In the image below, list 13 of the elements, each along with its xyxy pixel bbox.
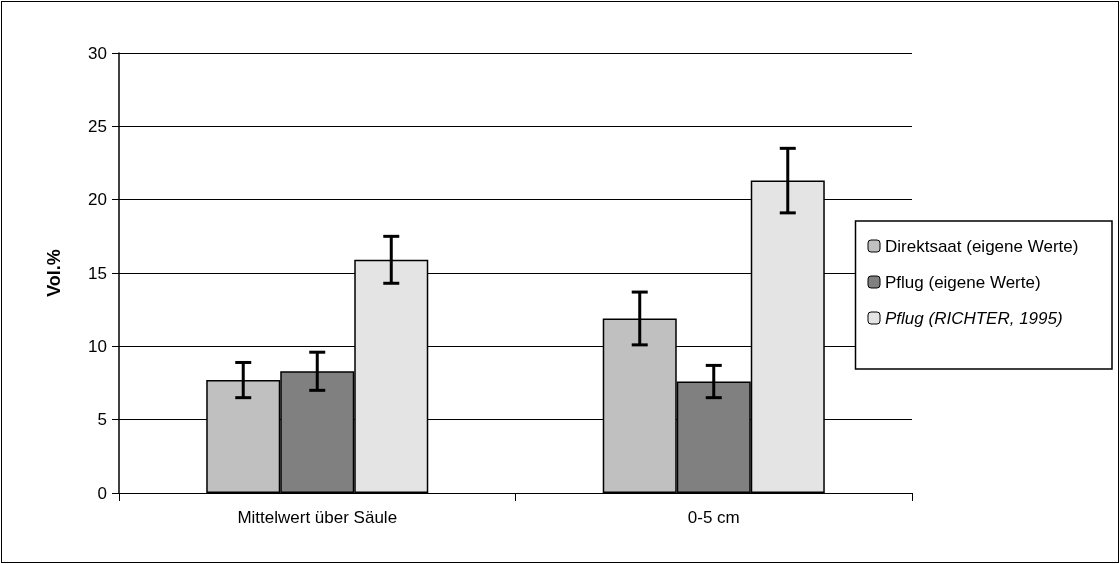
legend-label: Pflug (eigene Werte)	[885, 272, 1041, 292]
y-tick-label: 10	[88, 336, 107, 356]
y-axis-title: Vol.%	[44, 249, 64, 297]
y-tick-label: 5	[97, 410, 107, 430]
legend-label: Pflug (RICHTER, 1995)	[885, 308, 1063, 328]
x-tick-label: 0-5 cm	[687, 508, 740, 527]
x-tick-label: Mittelwert über Säule	[237, 508, 398, 527]
y-tick-label: 25	[88, 116, 107, 136]
y-tick-label: 30	[88, 43, 107, 63]
y-tick-label: 20	[88, 190, 107, 210]
y-tick-label: 0	[97, 483, 107, 503]
y-tick-label: 15	[88, 263, 107, 283]
legend-label: Direktsaat (eigene Werte)	[885, 236, 1079, 256]
